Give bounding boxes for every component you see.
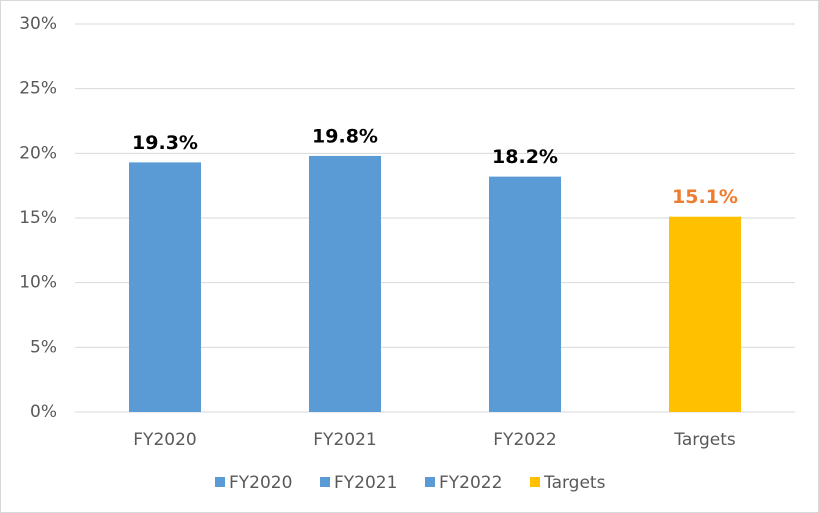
bar: [669, 216, 741, 412]
legend-swatch: [215, 477, 225, 487]
legend-swatch: [425, 477, 435, 487]
x-tick-label: Targets: [673, 430, 736, 450]
data-label: 18.2%: [492, 146, 558, 168]
legend-label: FY2020: [229, 473, 292, 493]
x-tick-label: FY2021: [313, 430, 376, 450]
bar: [309, 155, 381, 413]
legend-swatch: [530, 477, 540, 487]
legend-label: FY2021: [334, 473, 397, 493]
x-tick-label: FY2020: [133, 430, 196, 450]
y-tick-label: 10%: [19, 273, 57, 293]
legend-label: FY2022: [439, 473, 502, 493]
bar: [489, 176, 561, 412]
y-tick-label: 15%: [19, 208, 57, 228]
data-label: 19.3%: [132, 132, 198, 154]
legend-swatch: [320, 477, 330, 487]
y-tick-label: 20%: [19, 143, 57, 163]
legend-label: Targets: [543, 473, 606, 493]
y-tick-label: 5%: [30, 337, 57, 357]
x-tick-label: FY2022: [493, 430, 556, 450]
data-label: 19.8%: [312, 125, 378, 147]
y-tick-label: 25%: [19, 79, 57, 99]
y-tick-label: 30%: [19, 14, 57, 34]
bar: [129, 162, 201, 412]
data-label: 15.1%: [672, 186, 738, 208]
y-tick-label: 0%: [30, 402, 57, 422]
